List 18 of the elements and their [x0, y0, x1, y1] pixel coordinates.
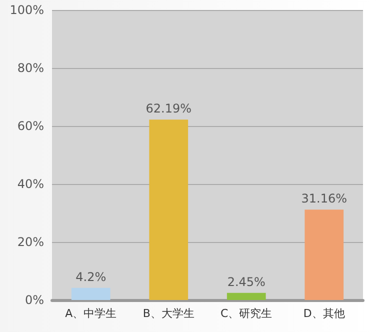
- x-tick-label: D、其他: [303, 307, 345, 320]
- bar: [149, 120, 188, 300]
- x-tick-label: A、中学生: [65, 307, 117, 320]
- data-label: 4.2%: [76, 270, 106, 284]
- y-tick-label: 20%: [17, 235, 44, 249]
- y-tick-label: 80%: [17, 61, 44, 75]
- bar: [304, 210, 344, 300]
- y-tick-label: 0%: [24, 293, 44, 307]
- y-tick-label: 40%: [17, 177, 44, 191]
- bar: [71, 288, 110, 300]
- y-tick-label: 100%: [10, 3, 44, 17]
- data-label: 62.19%: [146, 102, 192, 116]
- data-label: 31.16%: [301, 192, 348, 206]
- data-label: 2.45%: [227, 274, 266, 289]
- bar: [226, 292, 266, 300]
- x-tick-label: B、大学生: [142, 307, 194, 320]
- x-tick-label: C、研究生: [220, 307, 272, 320]
- y-tick-label: 60%: [17, 119, 44, 133]
